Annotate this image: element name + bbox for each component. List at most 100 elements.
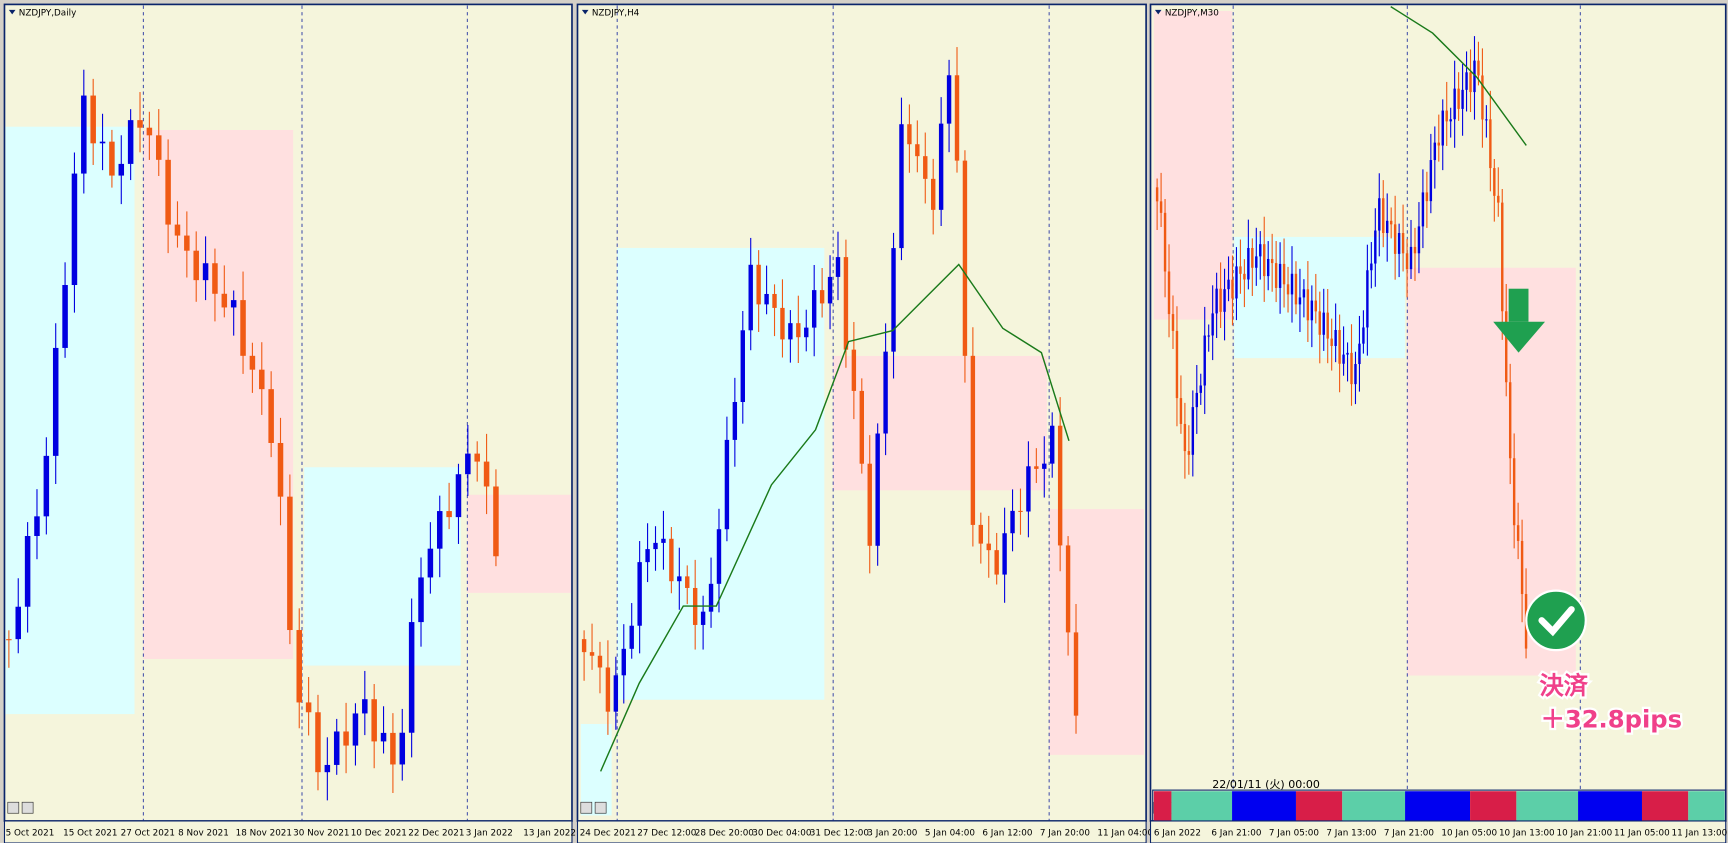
candle-body xyxy=(1227,279,1230,290)
indicator-block xyxy=(1688,791,1725,821)
date-label: 24 Dec 2021 xyxy=(580,828,636,838)
zone-box xyxy=(304,467,461,666)
candle-body xyxy=(891,248,896,352)
zone-box xyxy=(580,723,612,816)
candle-body xyxy=(371,699,377,742)
candle-body xyxy=(408,622,415,733)
candle-body xyxy=(669,538,674,582)
candle-body xyxy=(1493,168,1496,196)
candle-body xyxy=(1235,266,1238,299)
candle-body xyxy=(343,731,349,746)
candle-body xyxy=(1385,220,1389,234)
candle-body xyxy=(700,611,706,625)
candle-body xyxy=(1485,119,1488,121)
candle-body xyxy=(1449,119,1452,122)
candle-body xyxy=(1441,110,1444,146)
candle-body xyxy=(305,702,312,713)
candle-body xyxy=(1211,313,1214,336)
candle-body xyxy=(1346,352,1349,355)
date-label: 5 Jan 04:00 xyxy=(925,828,976,838)
candle-body xyxy=(621,648,626,676)
candle-body xyxy=(1050,425,1055,464)
candle-body xyxy=(193,250,199,281)
date-label: 7 Jan 20:00 xyxy=(1040,828,1091,838)
candle-body xyxy=(811,290,817,328)
candle-body xyxy=(1334,329,1337,346)
candle-body xyxy=(1389,220,1393,225)
candle-body xyxy=(1393,224,1397,254)
candle-body xyxy=(1171,314,1175,331)
toolbox-icon xyxy=(580,801,593,814)
candle-body xyxy=(605,667,611,712)
candle-body xyxy=(1318,311,1321,335)
candle-body xyxy=(1465,72,1468,90)
indicator-block xyxy=(1153,791,1172,821)
candle-body xyxy=(268,389,274,443)
candle-body xyxy=(1167,271,1171,315)
candle-body xyxy=(1163,212,1167,272)
panel-title: NZDJPY,Daily xyxy=(19,8,77,18)
candle-body xyxy=(1002,533,1007,575)
moving-average xyxy=(1390,6,1527,146)
candle-body xyxy=(1362,327,1365,344)
candle-body xyxy=(390,732,396,765)
candle-body xyxy=(1370,263,1373,271)
toolbox-icon xyxy=(7,801,20,814)
candle-body xyxy=(1330,338,1333,346)
candle-body xyxy=(962,160,968,356)
indicator-block xyxy=(1470,791,1517,821)
zone-box xyxy=(5,126,135,715)
candle-body xyxy=(827,276,833,304)
date-label: 11 Jan 05:00 xyxy=(1614,828,1670,838)
candle-body xyxy=(661,538,666,543)
candle-body xyxy=(52,347,59,456)
zone-box xyxy=(467,494,571,593)
candle-body xyxy=(1034,466,1039,469)
candle-body xyxy=(930,178,936,210)
candle-body xyxy=(315,712,321,773)
candle-body xyxy=(1413,246,1417,254)
date-label: 7 Jan 21:00 xyxy=(1384,828,1435,838)
candle-body xyxy=(1203,335,1206,386)
date-label: 5 Oct 2021 xyxy=(6,828,55,838)
candle-body xyxy=(62,285,68,348)
candle-body xyxy=(202,263,209,281)
date-label: 11 Jan 04:00 xyxy=(1097,828,1153,838)
candle-body xyxy=(1358,343,1361,365)
candle-body xyxy=(427,548,434,578)
candle-body xyxy=(748,264,753,331)
candle-body xyxy=(212,263,218,294)
candle-body xyxy=(653,542,658,550)
candle-body xyxy=(399,732,406,765)
candle-body xyxy=(1512,458,1516,526)
annotation-line2: ＋32.8pips xyxy=(1541,704,1682,733)
candle-body xyxy=(1409,246,1413,270)
candle-body xyxy=(1469,72,1472,93)
date-label: 7 Jan 05:00 xyxy=(1269,828,1320,838)
candle-body xyxy=(804,327,809,338)
candle-body xyxy=(1322,312,1325,335)
candle-body xyxy=(1382,198,1385,234)
date-label: 6 Jan 21:00 xyxy=(1211,828,1262,838)
candle-body xyxy=(1042,463,1047,469)
date-label: 31 Dec 12:00 xyxy=(810,828,870,838)
candle-body xyxy=(230,300,237,308)
candle-body xyxy=(1425,192,1429,202)
candle-body xyxy=(34,516,40,536)
date-label: 10 Dec 2021 xyxy=(351,828,407,838)
indicator-block xyxy=(1295,791,1343,821)
date-label: 18 Nov 2021 xyxy=(236,828,292,838)
candle-body xyxy=(380,732,387,742)
date-label: 27 Dec 12:00 xyxy=(637,828,697,838)
check-icon xyxy=(1525,589,1587,652)
date-label: 27 Oct 2021 xyxy=(121,828,175,838)
candle-body xyxy=(81,95,87,174)
candle-body xyxy=(1342,354,1345,364)
date-label: 6 Jan 2022 xyxy=(1154,828,1201,838)
candle-body xyxy=(165,159,171,225)
panel-title: NZDJPY,H4 xyxy=(592,8,640,18)
candle-body xyxy=(1179,398,1183,424)
candle-body xyxy=(1239,266,1242,274)
candle-body xyxy=(1314,300,1318,312)
candle-body xyxy=(1338,329,1341,364)
